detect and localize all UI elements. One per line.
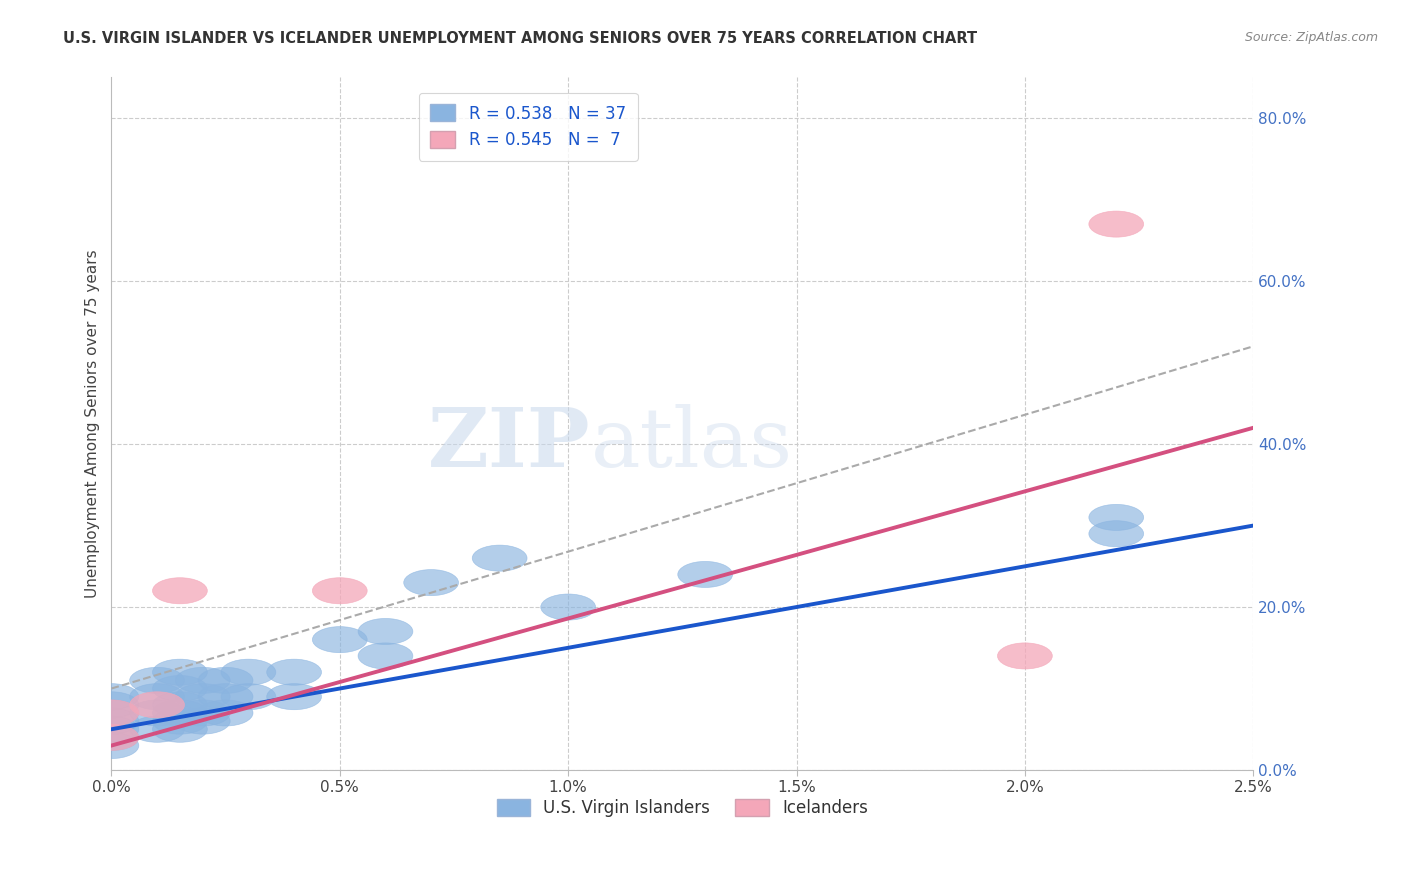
- Ellipse shape: [404, 570, 458, 596]
- Ellipse shape: [997, 643, 1052, 669]
- Ellipse shape: [84, 724, 139, 750]
- Ellipse shape: [198, 683, 253, 710]
- Ellipse shape: [312, 578, 367, 604]
- Y-axis label: Unemployment Among Seniors over 75 years: Unemployment Among Seniors over 75 years: [86, 250, 100, 598]
- Text: ZIP: ZIP: [429, 404, 591, 484]
- Ellipse shape: [176, 700, 231, 726]
- Ellipse shape: [1088, 211, 1143, 237]
- Ellipse shape: [84, 708, 139, 734]
- Ellipse shape: [198, 667, 253, 693]
- Ellipse shape: [152, 716, 207, 742]
- Ellipse shape: [129, 700, 184, 726]
- Legend: U.S. Virgin Islanders, Icelanders: U.S. Virgin Islanders, Icelanders: [491, 792, 875, 824]
- Text: atlas: atlas: [591, 404, 793, 484]
- Ellipse shape: [152, 708, 207, 734]
- Ellipse shape: [678, 561, 733, 588]
- Ellipse shape: [129, 692, 184, 718]
- Ellipse shape: [152, 675, 207, 701]
- Ellipse shape: [267, 683, 322, 710]
- Ellipse shape: [152, 692, 207, 718]
- Ellipse shape: [176, 667, 231, 693]
- Ellipse shape: [221, 659, 276, 685]
- Ellipse shape: [84, 692, 139, 718]
- Ellipse shape: [221, 683, 276, 710]
- Ellipse shape: [152, 578, 207, 604]
- Text: Source: ZipAtlas.com: Source: ZipAtlas.com: [1244, 31, 1378, 45]
- Ellipse shape: [84, 716, 139, 742]
- Ellipse shape: [176, 708, 231, 734]
- Ellipse shape: [129, 683, 184, 710]
- Ellipse shape: [129, 716, 184, 742]
- Ellipse shape: [472, 545, 527, 571]
- Ellipse shape: [84, 732, 139, 758]
- Ellipse shape: [312, 626, 367, 653]
- Ellipse shape: [84, 700, 139, 726]
- Ellipse shape: [84, 724, 139, 750]
- Ellipse shape: [84, 683, 139, 710]
- Ellipse shape: [267, 659, 322, 685]
- Ellipse shape: [1088, 504, 1143, 531]
- Ellipse shape: [541, 594, 596, 620]
- Ellipse shape: [359, 643, 413, 669]
- Ellipse shape: [152, 700, 207, 726]
- Ellipse shape: [129, 667, 184, 693]
- Ellipse shape: [359, 618, 413, 645]
- Ellipse shape: [84, 700, 139, 726]
- Text: U.S. VIRGIN ISLANDER VS ICELANDER UNEMPLOYMENT AMONG SENIORS OVER 75 YEARS CORRE: U.S. VIRGIN ISLANDER VS ICELANDER UNEMPL…: [63, 31, 977, 46]
- Ellipse shape: [152, 659, 207, 685]
- Ellipse shape: [198, 700, 253, 726]
- Ellipse shape: [1088, 521, 1143, 547]
- Ellipse shape: [176, 683, 231, 710]
